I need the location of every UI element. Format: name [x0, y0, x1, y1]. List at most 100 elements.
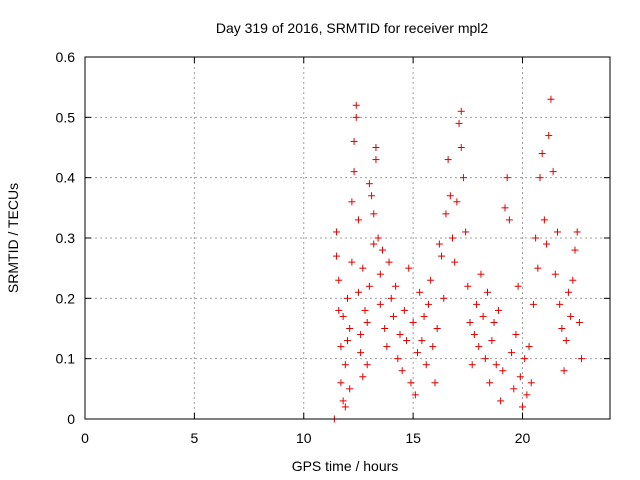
data-point	[477, 270, 485, 278]
data-point	[344, 337, 351, 345]
data-point	[558, 325, 566, 332]
data-point	[457, 107, 465, 115]
y-tick-label: 0.4	[56, 170, 76, 186]
data-point	[352, 113, 360, 121]
data-point	[420, 312, 428, 320]
x-tick-label: 10	[296, 430, 312, 446]
data-point	[554, 228, 561, 236]
data-point	[464, 282, 472, 290]
data-point	[372, 156, 380, 164]
data-point	[527, 379, 535, 387]
data-point	[571, 246, 579, 254]
data-point	[505, 216, 513, 224]
y-axis-label: SRMTID / TECUs	[5, 183, 21, 293]
x-axis-label: GPS time / hours	[292, 458, 399, 474]
data-point	[529, 300, 537, 308]
data-point	[508, 349, 516, 357]
data-point	[556, 300, 564, 308]
data-point	[370, 210, 378, 218]
data-point	[376, 300, 384, 308]
data-point	[442, 210, 450, 218]
data-point	[484, 288, 491, 296]
data-point	[431, 379, 439, 387]
data-point	[567, 312, 575, 320]
data-point	[381, 325, 389, 332]
data-point	[341, 361, 349, 369]
data-point	[363, 318, 371, 326]
data-point	[494, 306, 502, 314]
y-tick-label: 0.3	[56, 230, 76, 246]
data-point	[523, 391, 531, 399]
data-point	[560, 367, 568, 375]
data-point	[453, 198, 461, 206]
data-point	[411, 391, 419, 399]
data-point	[543, 240, 551, 248]
data-point	[416, 288, 424, 296]
data-point	[534, 264, 542, 272]
data-point	[403, 337, 411, 345]
data-point	[547, 95, 555, 103]
data-point	[519, 403, 526, 411]
data-point	[389, 312, 397, 320]
data-point	[492, 361, 500, 369]
data-point	[333, 228, 341, 236]
x-tick-label: 20	[515, 430, 531, 446]
data-point	[564, 288, 572, 296]
data-point	[339, 312, 347, 320]
data-point	[407, 379, 415, 387]
data-point	[372, 144, 380, 151]
data-point	[354, 288, 362, 296]
data-point	[451, 258, 459, 266]
data-point	[470, 331, 478, 339]
data-point	[429, 343, 437, 351]
data-point	[459, 174, 467, 182]
data-point	[490, 318, 498, 326]
data-point	[359, 264, 367, 272]
data-point	[363, 361, 371, 369]
data-point	[435, 240, 443, 248]
data-point	[466, 318, 474, 326]
data-point	[551, 270, 559, 278]
data-point	[370, 240, 378, 248]
x-tick-label: 0	[81, 430, 89, 446]
data-point	[446, 192, 454, 200]
data-point	[449, 234, 456, 242]
data-point	[462, 228, 470, 236]
data-point	[473, 300, 481, 308]
data-point	[354, 216, 362, 224]
data-point	[440, 294, 448, 302]
data-point	[457, 144, 465, 151]
data-point	[545, 131, 553, 139]
data-point	[479, 312, 487, 320]
data-point	[525, 343, 533, 351]
chart-title: Day 319 of 2016, SRMTID for receiver mpl…	[216, 20, 489, 36]
data-point	[368, 192, 376, 200]
data-point	[346, 325, 354, 332]
data-point	[383, 343, 391, 351]
data-point	[575, 318, 583, 326]
data-point	[350, 168, 358, 176]
data-point	[398, 367, 406, 375]
data-point	[348, 198, 356, 206]
data-point	[499, 367, 507, 375]
data-point	[396, 331, 404, 339]
data-point	[468, 361, 476, 369]
data-point	[357, 331, 365, 339]
data-point	[341, 403, 349, 411]
data-point	[512, 331, 520, 339]
y-tick-label: 0	[67, 411, 75, 427]
data-point	[510, 385, 518, 393]
data-point	[475, 343, 483, 351]
data-point	[578, 355, 586, 363]
data-point	[346, 385, 354, 393]
data-point	[481, 355, 489, 363]
data-point	[394, 355, 402, 363]
data-point	[514, 282, 522, 290]
data-point	[344, 294, 351, 302]
data-point	[503, 174, 511, 182]
data-point	[392, 282, 400, 290]
data-point	[418, 337, 426, 345]
data-point	[516, 373, 524, 381]
